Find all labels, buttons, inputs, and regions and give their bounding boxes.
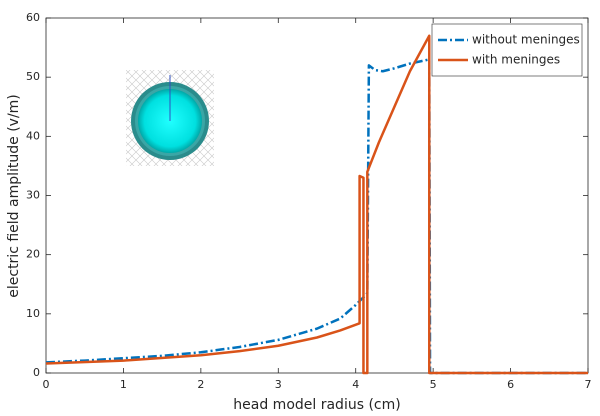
y-tick-label: 40 [26, 129, 40, 142]
x-tick-label: 5 [430, 378, 437, 391]
y-tick-label: 20 [26, 248, 40, 261]
y-tick-label: 10 [26, 307, 40, 320]
x-tick-label: 6 [507, 378, 514, 391]
y-tick-label: 50 [26, 70, 40, 83]
x-tick-label: 2 [197, 378, 204, 391]
y-tick-label: 60 [26, 11, 40, 24]
x-tick-label: 1 [120, 378, 127, 391]
legend-text: without meninges [472, 33, 580, 47]
y-axis-title: electric field amplitude (v/m) [6, 94, 22, 298]
legend-box [431, 23, 583, 77]
x-tick-label: 0 [43, 378, 50, 391]
x-axis-title: head model radius (cm) [233, 397, 400, 413]
x-tick-label: 3 [275, 378, 282, 391]
series-line [45, 34, 588, 375]
legend: without meninges with meninges [431, 23, 583, 77]
legend-text: with meninges [472, 53, 560, 67]
x-tick-label: 7 [585, 378, 592, 391]
x-tick-label: 4 [352, 378, 359, 391]
inset-image [126, 70, 214, 166]
y-tick-label: 30 [26, 189, 40, 202]
y-tick-label: 0 [33, 366, 40, 379]
